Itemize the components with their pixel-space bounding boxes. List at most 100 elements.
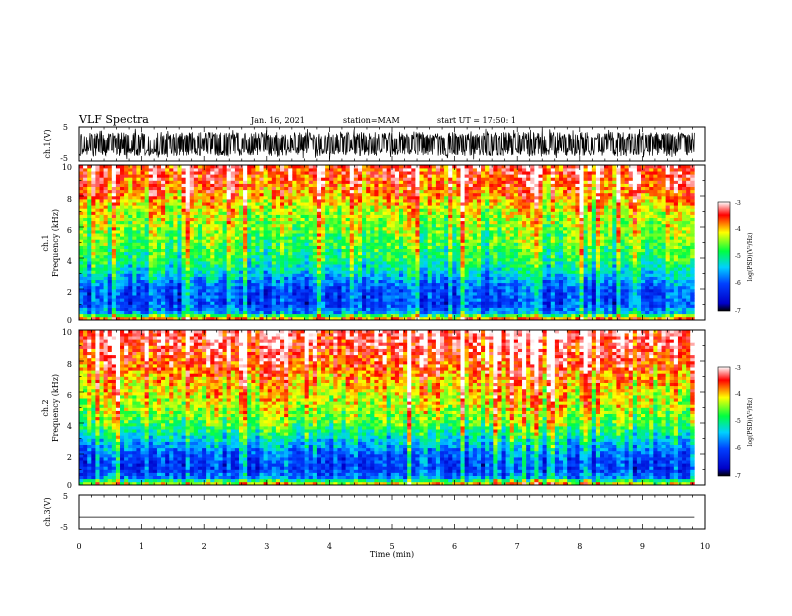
spectrogram-ch1-cell [120, 221, 124, 224]
spectrogram-ch1-cell [161, 252, 165, 255]
spectrogram-ch1-cell [112, 286, 116, 289]
spectrogram-ch1-cell [87, 267, 91, 270]
spectrogram-ch1-cell [190, 168, 194, 171]
spectrogram-ch1-cell [104, 233, 108, 236]
spectrogram-ch1-cell [190, 277, 194, 280]
spectrogram-ch1-cell [190, 261, 194, 264]
spectrogram-ch1-cell [395, 301, 399, 304]
spectrogram-ch1-cell [415, 190, 419, 193]
spectrogram-ch1-cell [145, 314, 149, 317]
spectrogram-ch1-cell [305, 199, 309, 202]
spectrogram-ch1-cell [214, 171, 218, 174]
spectrogram-ch1-cell [337, 205, 341, 208]
spectrogram-ch1-cell [415, 230, 419, 233]
spectrogram-ch1-cell [276, 171, 280, 174]
spectrogram-ch1-cell [420, 252, 424, 255]
spectrogram-ch1-cell [399, 311, 403, 314]
spectrogram-ch1-cell [268, 249, 272, 252]
spectrogram-ch1-cell [452, 187, 456, 190]
spectrogram-ch1-cell [100, 227, 104, 230]
spectrogram-ch1-cell [79, 212, 83, 215]
spectrogram-ch1-cell [313, 298, 317, 301]
spectrogram-ch1-cell [280, 286, 284, 289]
spectrogram-ch1-cell [366, 215, 370, 218]
spectrogram-ch1-cell [415, 174, 419, 177]
spectrogram-ch1-cell [235, 168, 239, 171]
spectrogram-ch1-cell [128, 184, 132, 187]
spectrogram-ch1-cell [440, 171, 444, 174]
spectrogram-ch1-cell [276, 314, 280, 317]
spectrogram-ch1-cell [415, 298, 419, 301]
spectrogram-ch1-cell [251, 221, 255, 224]
spectrogram-ch1-cell [214, 289, 218, 292]
spectrogram-ch1-cell [124, 246, 128, 249]
spectrogram-ch1-cell [366, 221, 370, 224]
spectrogram-ch1-cell [452, 305, 456, 308]
spectrogram-ch1-cell [108, 227, 112, 230]
spectrogram-ch1-cell [276, 252, 280, 255]
spectrogram-ch1-cell [132, 283, 136, 286]
spectrogram-ch1-cell [469, 246, 473, 249]
spectrogram-ch1-cell [251, 212, 255, 215]
spectrogram-ch1-cell [374, 267, 378, 270]
spectrogram-ch1-cell [428, 221, 432, 224]
spectrogram-ch1-cell [305, 205, 309, 208]
spectrogram-ch1-cell [280, 261, 284, 264]
spectrogram-ch1-cell [383, 283, 387, 286]
spectrogram-ch1-cell [473, 190, 477, 193]
spectrogram-ch1-cell [399, 168, 403, 171]
spectrogram-ch1-cell [358, 205, 362, 208]
spectrogram-ch1-cell [165, 277, 169, 280]
spectrogram-ch1-cell [91, 193, 95, 196]
spectrogram-ch1-cell [87, 224, 91, 227]
spectrogram-ch1-cell [469, 227, 473, 230]
spectrogram-ch1-cell [399, 267, 403, 270]
spectrogram-ch1-cell [358, 218, 362, 221]
spectrogram-ch1-cell [292, 224, 296, 227]
spectrogram-ch1-cell [403, 208, 407, 211]
spectrogram-ch1-cell [136, 212, 140, 215]
spectrogram-ch1-cell [251, 208, 255, 211]
spectrogram-ch1-cell [153, 168, 157, 171]
spectrogram-ch1-cell [231, 212, 235, 215]
spectrogram-ch1-cell [223, 280, 227, 283]
spectrogram-ch1-cell [383, 196, 387, 199]
spectrogram-ch1-cell [177, 181, 181, 184]
spectrogram-ch1-cell [251, 283, 255, 286]
spectrogram-ch1-cell [395, 277, 399, 280]
spectrogram-ch1-cell [198, 314, 202, 317]
spectrogram-ch1-cell [456, 181, 460, 184]
spectrogram-ch1-cell [309, 233, 313, 236]
spectrogram-ch1-cell [337, 187, 341, 190]
spectrogram-ch1-cell [202, 243, 206, 246]
spectrogram-ch1-cell [342, 283, 346, 286]
spectrogram-ch1-cell [411, 208, 415, 211]
spectrogram-ch1-cell [268, 224, 272, 227]
spectrogram-ch1-cell [370, 283, 374, 286]
spectrogram-ch1-cell [247, 295, 251, 298]
spectrogram-ch1-cell [83, 314, 87, 317]
spectrogram-ch1-cell [309, 212, 313, 215]
spectrogram-ch1-cell [198, 174, 202, 177]
spectrogram-ch1-cell [198, 252, 202, 255]
spectrogram-ch1-cell [428, 202, 432, 205]
spectrogram-ch1-cell [272, 221, 276, 224]
spectrogram-ch1-cell [444, 199, 448, 202]
spectrogram-ch1-cell [358, 283, 362, 286]
spectrogram-ch1-cell [301, 280, 305, 283]
spectrogram-ch1-cell [448, 283, 452, 286]
spectrogram-ch1-cell [387, 227, 391, 230]
spectrogram-ch1-cell [301, 274, 305, 277]
spectrogram-ch1-cell [391, 264, 395, 267]
spectrogram-ch1-cell [194, 171, 198, 174]
spectrogram-ch1-cell [255, 205, 259, 208]
spectrogram-ch1-cell [362, 249, 366, 252]
spectrogram-ch1-cell [284, 174, 288, 177]
spectrogram-ch1-cell [305, 171, 309, 174]
spectrogram-ch1-cell [284, 270, 288, 273]
spectrogram-ch1-cell [136, 190, 140, 193]
spectrogram-ch1-cell [227, 298, 231, 301]
spectrogram-ch1-cell [403, 277, 407, 280]
spectrogram-ch1-cell [251, 177, 255, 180]
spectrogram-ch1-cell [268, 168, 272, 171]
